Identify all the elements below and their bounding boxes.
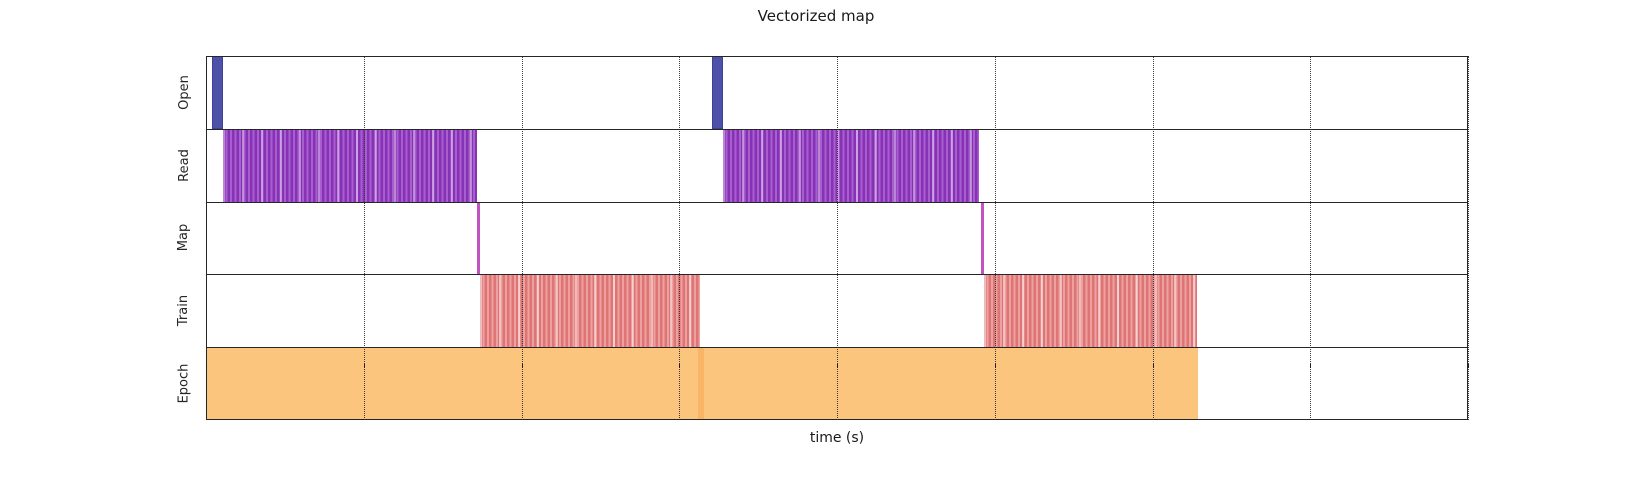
y-label-open: Open [166, 56, 202, 129]
x-tick-1 [363, 364, 365, 368]
y-label-text-map: Map [176, 224, 192, 252]
bar-open-1 [712, 56, 724, 129]
track-lane-read [206, 128, 1468, 202]
bar-read-0 [223, 128, 478, 202]
bar-map-1 [980, 201, 984, 275]
bar-epoch-1 [701, 347, 1199, 420]
bar-map-0 [477, 201, 481, 275]
bar-train-0 [480, 274, 700, 348]
x-tick-0 [206, 364, 207, 368]
x-tick-3 [679, 364, 681, 368]
x-tick-7 [1310, 364, 1312, 368]
x-axis-label: time (s) [809, 430, 865, 446]
y-label-text-epoch: Epoch [176, 363, 192, 404]
track-lane-map [206, 201, 1468, 275]
x-tick-5 [994, 364, 996, 368]
chart-title: Vectorized map [757, 7, 875, 25]
x-tick-8 [1468, 364, 1469, 368]
y-label-text-read: Read [176, 148, 192, 182]
bar-epoch-0 [206, 347, 702, 420]
bar-read-1 [723, 128, 979, 202]
bar-train-1 [983, 274, 1197, 348]
track-lane-train [206, 274, 1468, 348]
bar-seam-epoch-0 [698, 347, 705, 420]
y-label-read: Read [166, 129, 202, 202]
track-lane-open [206, 56, 1468, 129]
y-label-text-train: Train [176, 295, 192, 327]
y-label-train: Train [166, 274, 202, 347]
y-label-text-open: Open [176, 75, 192, 110]
x-tick-2 [521, 364, 523, 368]
track-lane-epoch [206, 347, 1468, 420]
x-tick-6 [1152, 364, 1154, 368]
x-tick-4 [837, 364, 838, 368]
plot-area [206, 56, 1469, 420]
bar-open-0 [212, 56, 224, 129]
y-label-map: Map [166, 202, 202, 275]
y-label-epoch: Epoch [166, 347, 202, 420]
